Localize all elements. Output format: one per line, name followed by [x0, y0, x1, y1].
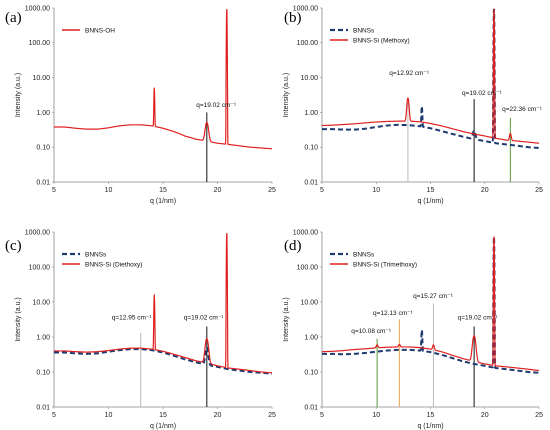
y-tick-label: 10.00: [300, 75, 318, 82]
y-tick-label: 0.10: [36, 369, 50, 376]
x-tick-label: 15: [159, 412, 167, 419]
y-tick-label: 10.00: [32, 299, 50, 306]
legend-entry: BNNS-Si (Diethoxy): [85, 261, 142, 268]
panel-d: (d) 0.01 0.10 1.00 10.00 100.00 1000.00 5 10 15 20…: [283, 229, 543, 430]
peak-annotation: q=12.95 cm⁻¹: [112, 314, 153, 321]
y-tick-label: 0.10: [36, 145, 50, 152]
x-tick-label: 5: [320, 187, 324, 194]
x-tick-label: 25: [535, 412, 543, 419]
y-tick-label: 10.00: [32, 75, 50, 82]
y-tick-label: 0.10: [304, 145, 318, 152]
y-tick-label: 0.01: [304, 404, 318, 411]
x-tick-label: 15: [427, 412, 435, 419]
series-line-bnns-si-methoxy-: [321, 9, 540, 144]
y-tick-label: 1.00: [304, 334, 318, 341]
peak-annotation: q=10.08 cm⁻¹: [351, 328, 392, 335]
y-tick-label: 0.01: [36, 404, 50, 411]
panel-b: (b) 0.01 0.10 1.00 10.00 100.00 1000.00 5 10 15 20…: [283, 5, 543, 205]
panel-c: (c) 0.01 0.10 1.00 10.00 100.00 1000.00 5 10 15 20…: [5, 229, 276, 430]
x-tick-label: 20: [214, 187, 222, 194]
series-line-bnnss: [321, 236, 540, 374]
peak-annotation: q=12.13 cm⁻¹: [373, 310, 414, 317]
y-tick-label: 1.00: [304, 110, 318, 117]
x-tick-label: 25: [268, 187, 276, 194]
x-tick-label: 5: [320, 412, 324, 419]
y-tick-label: 10.00: [300, 299, 318, 306]
y-axis-title: Intensity (a.u.): [15, 73, 22, 117]
panel-label: (b): [284, 10, 302, 26]
legend-entry: BNNSs: [85, 251, 107, 258]
x-tick-label: 5: [52, 412, 56, 419]
panel-a: (a) 0.01 0.10 1.00 10.00 100.00 1000.00 5 10 15 20…: [5, 5, 276, 205]
y-tick-label: 100.00: [297, 264, 319, 271]
y-tick-label: 0.10: [304, 369, 318, 376]
y-tick-label: 100.00: [29, 40, 51, 47]
y-tick-label: 1.00: [36, 334, 50, 341]
y-tick-label: 1000.00: [25, 229, 50, 236]
series-line-bnns-si-diethoxy-: [53, 233, 273, 374]
peak-annotation: q=12.92 cm⁻¹: [389, 70, 430, 77]
x-tick-label: 20: [481, 187, 489, 194]
x-tick-label: 10: [105, 187, 113, 194]
peak-annotation: q=19.02 cm⁻¹: [196, 102, 237, 109]
x-tick-label: 10: [372, 187, 380, 194]
x-tick-label: 10: [105, 412, 113, 419]
y-tick-label: 1000.00: [293, 229, 318, 236]
y-axis-title: Intensity (a.u.): [283, 297, 290, 341]
legend-entry: BNNS-OH: [85, 27, 115, 34]
peak-annotation: q=22.36 cm⁻¹: [502, 106, 543, 113]
y-tick-label: 0.01: [36, 179, 50, 186]
panel-label: (a): [5, 10, 22, 26]
series-line-bnns-oh: [53, 9, 273, 150]
x-axis-title: q (1/nm): [150, 423, 176, 430]
series-line-bnnss: [53, 346, 273, 375]
y-tick-label: 1000.00: [25, 5, 50, 12]
x-tick-label: 15: [159, 187, 167, 194]
x-axis-title: q (1/nm): [417, 423, 443, 430]
legend-entry: BNNS-Si (Methoxy): [353, 37, 410, 44]
peak-annotation: q=19.02 cm⁻¹: [462, 90, 503, 97]
x-tick-label: 20: [214, 412, 222, 419]
x-axis-title: q (1/nm): [150, 198, 176, 205]
x-tick-label: 5: [52, 187, 56, 194]
panel-label: (d): [284, 238, 302, 254]
y-tick-label: 100.00: [297, 40, 319, 47]
series-line-bnnss: [321, 8, 540, 149]
x-axis-title: q (1/nm): [417, 198, 443, 205]
x-tick-label: 25: [535, 187, 543, 194]
legend-entry: BNNS-Si (Trimethoxy): [353, 261, 417, 268]
peak-annotation: q=19.02 cm⁻¹: [184, 314, 225, 321]
series-line-bnns-si-trimethoxy-: [321, 236, 540, 372]
peak-annotation: q=15.27 cm⁻¹: [413, 293, 454, 300]
legend-entry: BNNSs: [353, 27, 375, 34]
x-tick-label: 15: [427, 187, 435, 194]
x-tick-label: 20: [481, 412, 489, 419]
y-axis-title: Intensity (a.u.): [283, 73, 290, 117]
y-tick-label: 0.01: [304, 179, 318, 186]
x-tick-label: 10: [372, 412, 380, 419]
y-axis-title: Intensity (a.u.): [15, 297, 22, 341]
y-tick-label: 100.00: [29, 264, 51, 271]
x-tick-label: 25: [268, 412, 276, 419]
y-tick-label: 1.00: [36, 110, 50, 117]
legend-entry: BNNSs: [353, 251, 375, 258]
panel-label: (c): [5, 238, 22, 254]
y-tick-label: 1000.00: [293, 5, 318, 12]
peak-annotation: q=19.02 cm⁻¹: [458, 314, 499, 321]
